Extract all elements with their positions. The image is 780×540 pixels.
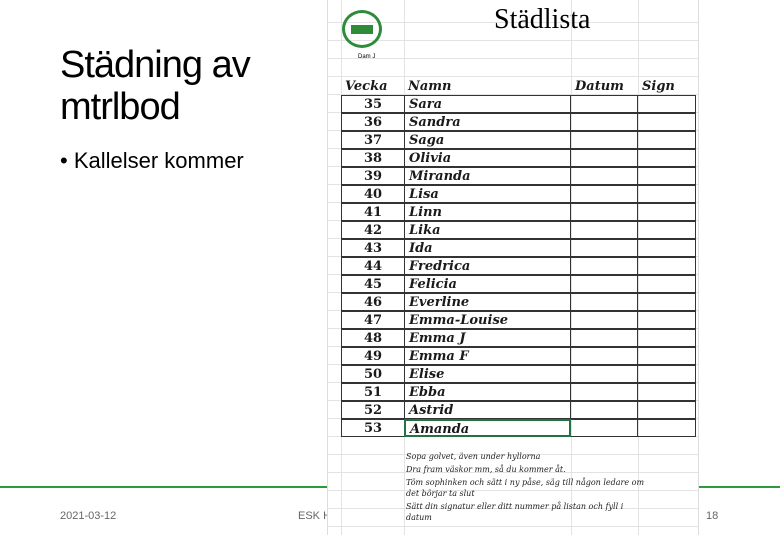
- week: 38: [341, 149, 404, 167]
- slide-title: Städning av mtrlbod: [60, 44, 251, 128]
- name: Olivia: [404, 149, 571, 167]
- sign-cell: [638, 275, 696, 293]
- sign-cell: [638, 347, 696, 365]
- name: Amanda: [404, 419, 571, 437]
- date-cell: [571, 167, 638, 185]
- week: 49: [341, 347, 404, 365]
- week: 35: [341, 95, 404, 113]
- date-cell: [571, 347, 638, 365]
- sign-cell: [638, 311, 696, 329]
- name: Emma F: [404, 347, 571, 365]
- sign-cell: [638, 131, 696, 149]
- week: 41: [341, 203, 404, 221]
- column-header: Sign: [642, 79, 675, 94]
- name: Astrid: [404, 401, 571, 419]
- sign-cell: [638, 383, 696, 401]
- name: Miranda: [404, 167, 571, 185]
- week: 42: [341, 221, 404, 239]
- date-cell: [571, 185, 638, 203]
- date-cell: [571, 113, 638, 131]
- week: 46: [341, 293, 404, 311]
- column-header: Vecka: [345, 79, 388, 94]
- date-cell: [571, 311, 638, 329]
- sign-cell: [638, 185, 696, 203]
- name: Ida: [404, 239, 571, 257]
- bullet-text: Kallelser kommer: [73, 148, 244, 173]
- sign-cell: [638, 365, 696, 383]
- week: 36: [341, 113, 404, 131]
- name: Sandra: [404, 113, 571, 131]
- note: Sätt din signatur eller ditt nummer på l…: [406, 502, 624, 522]
- sign-cell: [638, 113, 696, 131]
- sign-cell: [638, 203, 696, 221]
- week: 39: [341, 167, 404, 185]
- week: 51: [341, 383, 404, 401]
- sign-cell: [638, 419, 696, 437]
- sign-cell: [638, 95, 696, 113]
- name: Sara: [404, 95, 571, 113]
- week: 37: [341, 131, 404, 149]
- date-cell: [571, 401, 638, 419]
- name: Felicia: [404, 275, 571, 293]
- team: Dam J: [358, 54, 376, 60]
- name: Lisa: [404, 185, 571, 203]
- name: Emma J: [404, 329, 571, 347]
- logo: [342, 10, 382, 48]
- week: 52: [341, 401, 404, 419]
- date-cell: [571, 203, 638, 221]
- column-header: Namn: [408, 79, 452, 94]
- week: 45: [341, 275, 404, 293]
- name: Saga: [404, 131, 571, 149]
- note: Töm sophinken och sätt i ny påse, säg ti…: [406, 478, 645, 498]
- date-cell: [571, 365, 638, 383]
- sign-cell: [638, 221, 696, 239]
- note: Sopa golvet, även under hyllorna: [406, 452, 541, 461]
- week: 47: [341, 311, 404, 329]
- sheet-image: Dam J Städlista Vecka Namn Datum Sign 35 Sara…: [327, 0, 699, 535]
- sign-cell: [638, 257, 696, 275]
- sign-cell: [638, 293, 696, 311]
- date-cell: [571, 131, 638, 149]
- name: Emma-Louise: [404, 311, 571, 329]
- week: 43: [341, 239, 404, 257]
- week: 50: [341, 365, 404, 383]
- sign-cell: [638, 329, 696, 347]
- name: Fredrica: [404, 257, 571, 275]
- sheet-title: Städlista: [494, 4, 591, 35]
- date-cell: [571, 239, 638, 257]
- date-cell: [571, 419, 638, 437]
- sign-cell: [638, 401, 696, 419]
- date-cell: [571, 221, 638, 239]
- note: Dra fram väskor mm, så du kommer åt.: [406, 465, 566, 474]
- date-cell: [571, 95, 638, 113]
- sign-cell: [638, 167, 696, 185]
- name: Everline: [404, 293, 571, 311]
- week: 44: [341, 257, 404, 275]
- column-header: Datum: [575, 79, 624, 94]
- column-line: [638, 0, 639, 535]
- name: Ebba: [404, 383, 571, 401]
- date-cell: [571, 329, 638, 347]
- name: Lika: [404, 221, 571, 239]
- date-cell: [571, 383, 638, 401]
- date-cell: [571, 275, 638, 293]
- sign-cell: [638, 239, 696, 257]
- footer-date: 2021-03-12: [60, 510, 117, 522]
- name: Linn: [404, 203, 571, 221]
- week: 40: [341, 185, 404, 203]
- name: Elise: [404, 365, 571, 383]
- week: 53: [341, 419, 404, 437]
- date-cell: [571, 149, 638, 167]
- column-line: [571, 0, 572, 535]
- page-number: 18: [706, 510, 719, 522]
- sign-cell: [638, 149, 696, 167]
- week: 48: [341, 329, 404, 347]
- date-cell: [571, 257, 638, 275]
- bullet: • Kallelser kommer: [60, 148, 244, 173]
- date-cell: [571, 293, 638, 311]
